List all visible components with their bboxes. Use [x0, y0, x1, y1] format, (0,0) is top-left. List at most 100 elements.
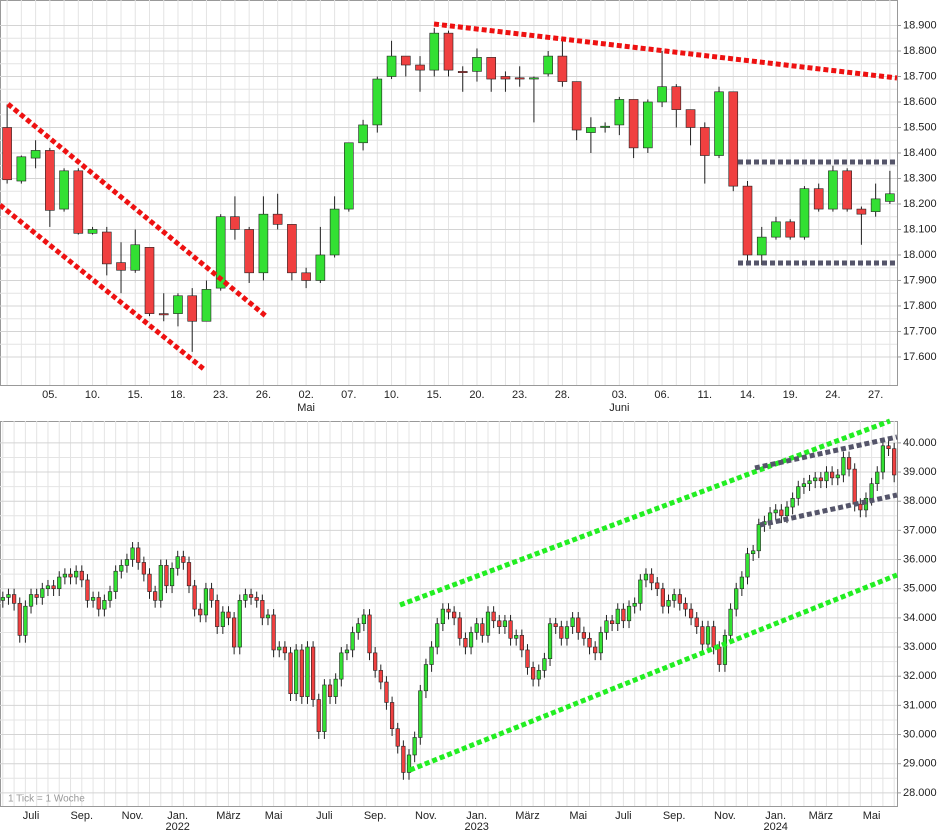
- candle-body: [333, 678, 338, 697]
- candle-body: [790, 497, 795, 508]
- candle-body: [130, 547, 135, 560]
- candle-body: [232, 617, 237, 648]
- x-tick-label: 26.: [256, 389, 271, 401]
- y-tick-label: 40.000: [903, 437, 937, 449]
- candle-body: [215, 216, 226, 289]
- candle-body: [536, 670, 541, 680]
- y-tick-label: 18.200: [903, 198, 937, 210]
- candle-body: [870, 198, 881, 212]
- candle-body: [158, 565, 163, 601]
- candle-body: [614, 99, 625, 126]
- candle-body: [401, 745, 406, 773]
- x-tick-label: 23.: [512, 389, 527, 401]
- trend-lines: [0, 21, 898, 773]
- candle-body: [581, 632, 586, 639]
- candle-body: [529, 77, 539, 80]
- candle-body: [683, 602, 688, 610]
- candle-body: [344, 649, 350, 654]
- candle-body: [705, 626, 711, 645]
- candle-body: [344, 142, 354, 210]
- candle-body: [869, 483, 874, 499]
- y-tick-label: 17.900: [903, 274, 937, 286]
- candle-body: [34, 594, 39, 598]
- candle-body: [830, 471, 835, 479]
- candle-body: [40, 588, 45, 598]
- y-tick-label: 28.000: [903, 787, 937, 799]
- annotation: 1 Tick = 1 Woche: [8, 794, 85, 805]
- y-tick-label: 18.800: [903, 45, 937, 57]
- x-tick-label: 20.: [469, 389, 484, 401]
- y-tick-label: 18.400: [903, 147, 937, 159]
- candle-body: [657, 86, 667, 103]
- y-tick-label: 30.000: [903, 728, 937, 740]
- y-tick-label: 18.100: [903, 223, 937, 235]
- candle-body: [626, 605, 632, 622]
- candle-body: [502, 620, 508, 627]
- candle-body: [203, 588, 209, 616]
- candle-body: [799, 188, 810, 238]
- candle-body: [288, 652, 293, 695]
- y-tick-label: 32.000: [903, 670, 937, 682]
- candle-body: [356, 623, 361, 633]
- candle-body: [130, 244, 141, 271]
- x-tick-label: 03.: [612, 389, 627, 401]
- candle-body: [480, 623, 485, 636]
- candle-body: [841, 457, 846, 476]
- candle-body: [51, 585, 56, 590]
- candle-body: [553, 623, 558, 627]
- y-tick-label: 18.300: [903, 172, 937, 184]
- candle-body: [600, 125, 610, 128]
- x-tick-label: 02.: [298, 389, 313, 401]
- candle-body: [435, 623, 440, 648]
- candle-body: [277, 646, 282, 651]
- x-tick-label: Nov.: [122, 810, 144, 822]
- candle-body: [818, 477, 823, 482]
- candle-body: [446, 608, 451, 613]
- candle-body: [158, 313, 169, 316]
- candle-body: [547, 623, 553, 660]
- candle-body: [559, 626, 564, 639]
- x-year-label: 2022: [165, 821, 189, 833]
- x-tick-label: Juli: [23, 810, 40, 822]
- y-tick-label: 18.000: [903, 249, 937, 261]
- candle-body: [514, 77, 525, 80]
- candle-body: [771, 221, 781, 238]
- candle-body: [570, 617, 575, 627]
- candle-body: [892, 448, 897, 476]
- candle-body: [598, 632, 603, 654]
- candle-body: [525, 649, 530, 668]
- candle-body: [316, 699, 321, 732]
- candle-body: [271, 614, 276, 651]
- x-year-label: 2024: [763, 821, 787, 833]
- candle-body: [272, 213, 283, 225]
- candle-body: [586, 127, 596, 133]
- candle-body: [136, 547, 141, 563]
- candle-body: [96, 597, 101, 610]
- x-tick-label: 24.: [825, 389, 840, 401]
- candle-body: [824, 471, 829, 482]
- x-tick-label: März: [515, 810, 539, 822]
- candle-body: [728, 91, 739, 187]
- candle-body: [457, 617, 462, 639]
- candle-body: [497, 620, 502, 627]
- candle-body: [418, 690, 423, 738]
- candle-body: [638, 579, 643, 604]
- x-tick-label: Jan.: [167, 810, 188, 822]
- candle-body: [728, 608, 733, 636]
- candle-body: [671, 86, 682, 110]
- candle-body: [835, 474, 840, 479]
- candle-body: [85, 579, 90, 601]
- x-tick-label: 10.: [85, 389, 100, 401]
- candle-body: [571, 81, 582, 131]
- candle-body: [672, 594, 677, 601]
- candle-body: [361, 614, 366, 625]
- x-month-label: Juni: [609, 402, 629, 414]
- candle-body: [632, 602, 637, 607]
- y-tick-label: 33.000: [903, 641, 937, 653]
- candle-body: [621, 608, 626, 622]
- x-tick-label: Mai: [265, 810, 283, 822]
- candle-body: [373, 652, 378, 671]
- candle-body: [248, 594, 254, 598]
- x-tick-label: 15.: [427, 389, 442, 401]
- candle-body: [102, 600, 107, 610]
